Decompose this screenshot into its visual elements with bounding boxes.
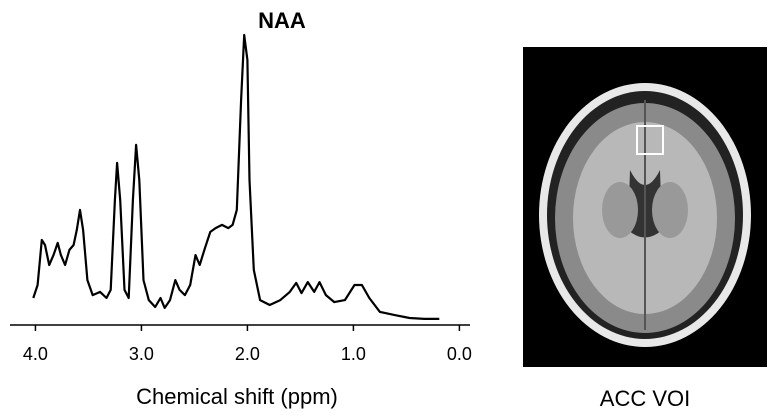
x-tick-label: 0.0: [447, 344, 472, 364]
basal-ganglia: [602, 182, 638, 238]
spectrum-line: [32, 33, 440, 320]
x-tick-label: 3.0: [129, 344, 154, 364]
x-tick-label: 2.0: [235, 344, 260, 364]
x-tick-label: 4.0: [23, 344, 48, 364]
x-tick-label: 1.0: [341, 344, 366, 364]
image-label: ACC VOI: [600, 386, 690, 411]
voi-box: [636, 125, 664, 155]
peak-annotation: NAA: [258, 8, 306, 33]
basal-ganglia: [652, 182, 688, 238]
x-axis-label: Chemical shift (ppm): [136, 384, 338, 409]
mri-image: [523, 47, 767, 367]
